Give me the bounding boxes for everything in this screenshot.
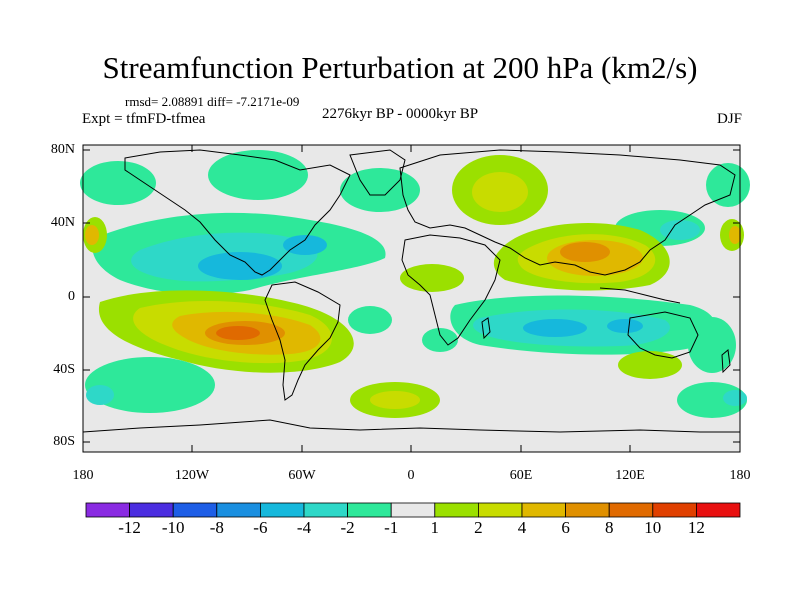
colorbar-label: -8 [209, 518, 224, 537]
coastline-indonesia [599, 287, 681, 304]
colorbar-swatch [652, 502, 697, 518]
colorbar-swatch [303, 502, 348, 518]
contour-neg-so-pac [85, 357, 215, 413]
contour-neg-so-pac-core [86, 385, 114, 405]
colorbar-label: 1 [430, 518, 440, 537]
colorbar-swatch [521, 502, 566, 518]
y-tick-label: 40S [53, 362, 75, 377]
period-label: 2276kyr BP - 0000kyr BP [322, 106, 479, 122]
contour-neg-na-core [198, 252, 282, 280]
contour-pos-australia-s [618, 351, 682, 379]
coastline-north-america [124, 149, 351, 276]
colorbar-swatch [347, 502, 392, 518]
colorbar-label: -6 [253, 518, 268, 537]
contour-pos-eurasia-core [472, 172, 528, 212]
colorbar-label: 6 [561, 518, 570, 537]
contour-neg-so-e-core [723, 390, 747, 406]
colorbar-label: 12 [687, 518, 705, 537]
contour-pos-dateline-ne-core [729, 226, 741, 244]
colorbar-swatch [172, 502, 218, 518]
colorbar-label: -1 [384, 518, 399, 537]
contour-neg-sio-core [523, 319, 587, 337]
colorbar-label: -2 [340, 518, 355, 537]
contour-pos-asia-4 [560, 242, 610, 262]
y-tick-label: 40N [50, 215, 75, 230]
y-tick-marks [83, 149, 740, 443]
x-tick-label: 60E [509, 468, 533, 483]
colorbar-swatch [608, 502, 654, 518]
colorbar-swatch [390, 502, 436, 518]
y-tick-label: 80N [50, 142, 75, 157]
contour-neg-sio-core2 [607, 319, 643, 333]
colorbar [85, 502, 741, 518]
figure-title: Streamfunction Perturbation at 200 hPa (… [102, 50, 698, 85]
colorbar-label: -4 [296, 518, 312, 537]
coastline-south-america [264, 281, 341, 401]
colorbar-label: -10 [161, 518, 185, 537]
coastlines [82, 149, 740, 433]
contour-neg-arctic-west [80, 161, 156, 205]
coastline-eurasia [399, 149, 736, 276]
contour-neg-afr-s [422, 328, 458, 352]
colorbar-swatch [696, 502, 741, 518]
colorbar-swatch [129, 502, 174, 518]
coastline-antarctica [82, 419, 740, 433]
contour-neg-atl-s [348, 306, 392, 334]
experiment-label: Expt = tfmFD-tfmea [82, 111, 206, 127]
contour-neg-n-pacific-w-core [660, 220, 700, 240]
stats-text: rmsd= 2.08891 diff= -7.2171e-09 [125, 94, 300, 109]
contour-neg-arctic-east [706, 163, 750, 207]
colorbar-swatch [216, 502, 261, 518]
colorbar-label: 4 [517, 518, 527, 537]
contour-neg-na-core2 [283, 235, 327, 255]
x-tick-label: 60W [288, 468, 316, 483]
x-tick-label: 180 [729, 468, 751, 483]
colorbar-swatch [434, 502, 479, 518]
contour-neg-arctic-mid [208, 150, 308, 200]
y-tick-label: 0 [68, 289, 75, 304]
coastline-australia [627, 311, 699, 359]
season-label: DJF [716, 111, 742, 127]
colorbar-label: 10 [644, 518, 662, 537]
colorbar-swatch [477, 502, 523, 518]
x-tick-label: 120E [615, 468, 645, 483]
x-tick-marks [191, 145, 631, 452]
contour-neg-sio-e [688, 317, 736, 373]
colorbar-label: 8 [604, 518, 614, 537]
x-tick-label: 120W [174, 468, 210, 483]
colorbar-swatch [259, 502, 305, 518]
contour-pos-africa-n [400, 264, 464, 292]
colorbar-label: 2 [474, 518, 483, 537]
coastline-madagascar [481, 317, 491, 340]
y-tick-label: 80S [53, 434, 75, 449]
coastline-africa [401, 234, 501, 346]
colorbar-label: -12 [118, 518, 141, 537]
contour-neg-arctic-atl [340, 168, 420, 212]
coastline-greenland [349, 149, 406, 196]
colorbar-swatch [565, 502, 610, 518]
contour-pos-so-atl-core [370, 391, 420, 409]
x-tick-label: 0 [407, 468, 415, 483]
contour-pos-dateline-n-core [85, 225, 99, 245]
x-tick-label: 180 [72, 468, 94, 483]
coastline-new-zealand [721, 349, 731, 374]
contour-pos-sp-5 [216, 326, 260, 340]
colorbar-swatch [85, 502, 130, 518]
